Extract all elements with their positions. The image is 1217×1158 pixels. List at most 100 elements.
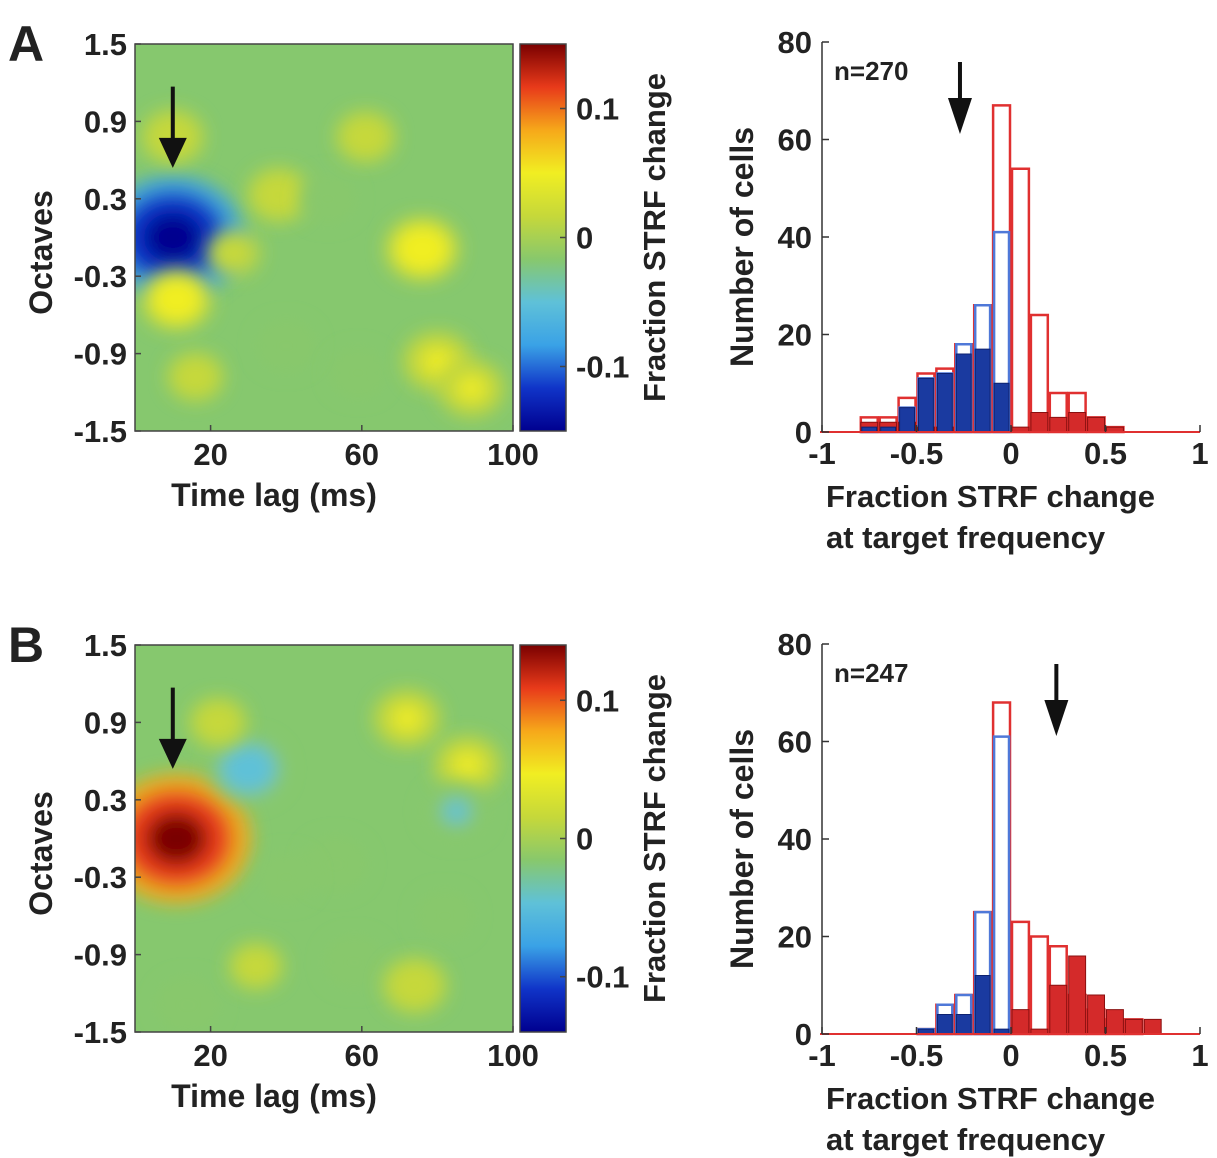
panel-label: A: [8, 16, 44, 72]
xtick-label: 20: [193, 437, 227, 472]
bar-red-filled: [1030, 412, 1049, 433]
blob-core: [162, 286, 192, 313]
colorbar-strip: [519, 644, 567, 1033]
xtick-label: 0.5: [1084, 436, 1127, 471]
ytick-label: -0.3: [74, 860, 127, 895]
colorbar-tick-label: 0: [576, 822, 593, 857]
bar-red-filled: [1068, 412, 1087, 433]
histogram-panel-B-hist: 0 20 40 60 80 -1 -0.5 0 0.5 1 Fraction STRF change…: [724, 627, 1209, 1157]
n-annotation: n=247: [834, 658, 908, 688]
y-axis-label: Octaves: [23, 190, 59, 315]
heatmap-blob: [330, 348, 386, 398]
blob-core: [265, 183, 292, 206]
ytick-label: 40: [778, 220, 812, 255]
arrow-head: [1044, 700, 1069, 736]
blob-core: [245, 956, 267, 976]
heatmap-blob: [135, 773, 252, 904]
heatmap-blob: [167, 352, 224, 402]
xtick-label: 0: [1002, 1038, 1019, 1073]
xtick-label: 1: [1191, 436, 1208, 471]
ytick-label: -0.9: [74, 938, 127, 973]
heatmap-blob: [438, 360, 505, 417]
bar-blue-filled: [918, 377, 934, 433]
bar-red-filled: [1011, 1009, 1030, 1035]
blob-core: [174, 993, 201, 1017]
xtick-label: -1: [808, 436, 836, 471]
x-axis-label: Time lag (ms): [171, 1078, 377, 1114]
ytick-label: 60: [778, 725, 812, 760]
bar-blue-filled: [955, 1014, 972, 1035]
blob-core: [346, 363, 370, 383]
xtick-label: -0.5: [890, 1038, 943, 1073]
bar-red-filled: [1143, 1018, 1162, 1035]
x-axis-label: Time lag (ms): [171, 477, 377, 513]
heatmap-blob: [229, 942, 283, 990]
blob-core: [458, 376, 485, 400]
ytick-label: -0.3: [74, 259, 127, 294]
ytick-label: 1.5: [84, 27, 127, 62]
colorbar-tick-label: 0.1: [576, 683, 619, 718]
heatmap-blob: [385, 216, 460, 282]
ytick-label: 0: [795, 1017, 812, 1052]
heatmap-panel-A: A 1.5 0.9 0.3 -0.3 -0.9 -1.5 20 60 100 Time lag (m…: [8, 16, 672, 513]
bar-red-filled: [1087, 994, 1105, 1035]
ytick-label: -0.9: [74, 337, 127, 372]
ytick-label: 80: [778, 25, 812, 60]
blob-core: [353, 126, 378, 148]
bar-red-filled: [1087, 416, 1105, 433]
heatmap-blob: [189, 697, 247, 748]
bar-blue-filled: [899, 407, 915, 433]
heatmap-field: [135, 109, 505, 417]
blob-core: [407, 235, 438, 263]
colorbar-tick-label: 0.1: [576, 92, 619, 127]
bar-red-outline: [1010, 167, 1031, 434]
bar-blue-filled: [936, 373, 953, 433]
bar-blue-filled: [974, 348, 991, 433]
blob-core: [184, 366, 207, 387]
xtick-label: 0.5: [1084, 1038, 1127, 1073]
heatmap-blob: [416, 891, 474, 941]
blob-core: [442, 799, 470, 824]
heatmap-field: [135, 689, 502, 1032]
xtick-label: 100: [487, 437, 539, 472]
heatmap-blob: [324, 936, 385, 989]
heatmap-panel-B: B 1.5 0.9 0.3 -0.3 -0.9 -1.5 20 60 100 Time lag (m…: [8, 617, 672, 1114]
ytick-label: -1.5: [74, 414, 127, 449]
heatmap-frame: [134, 644, 514, 1033]
arrow-head: [947, 98, 972, 134]
colorbar: 0.1 0 -0.1 Fraction STRF change: [519, 644, 672, 1033]
bar-red-filled: [1049, 416, 1068, 433]
heatmap-blob: [206, 230, 260, 276]
xlabel-line-1: Fraction STRF change: [826, 479, 1155, 514]
xlabel-line-2: at target frequency: [826, 520, 1106, 555]
heatmap-blob: [256, 320, 316, 372]
blob-core: [274, 867, 298, 888]
colorbar-tick-label: 0: [576, 221, 593, 256]
heatmap-blob: [210, 735, 287, 803]
colorbar-tick-label: -0.1: [576, 960, 629, 995]
colorbar-strip: [519, 43, 567, 432]
bar-blue-outline: [992, 735, 1011, 1036]
xtick-label: 0: [1002, 436, 1019, 471]
bar-red-filled: [1124, 1018, 1143, 1035]
panel-label: B: [8, 617, 44, 673]
bar-red-filled: [1049, 984, 1068, 1035]
xtick-label: 60: [345, 437, 379, 472]
blob-core: [341, 951, 367, 973]
heatmap-blob: [373, 689, 441, 748]
heatmap-blob: [257, 852, 315, 902]
heatmap-blob: [303, 836, 368, 892]
ytick-label: 80: [778, 627, 812, 662]
ytick-label: 0.3: [84, 783, 127, 818]
bar-blue-filled: [955, 353, 972, 433]
blob-core: [274, 335, 299, 357]
heatmap-blob: [383, 957, 447, 1014]
ytick-label: 20: [778, 318, 812, 353]
heatmap-blob: [422, 782, 490, 841]
arrow-head: [158, 738, 187, 769]
ytick-label: 0: [795, 415, 812, 450]
xlabel-line-2: at target frequency: [826, 1122, 1106, 1157]
blob-core: [146, 811, 208, 866]
bar-red-filled: [1068, 955, 1087, 1035]
